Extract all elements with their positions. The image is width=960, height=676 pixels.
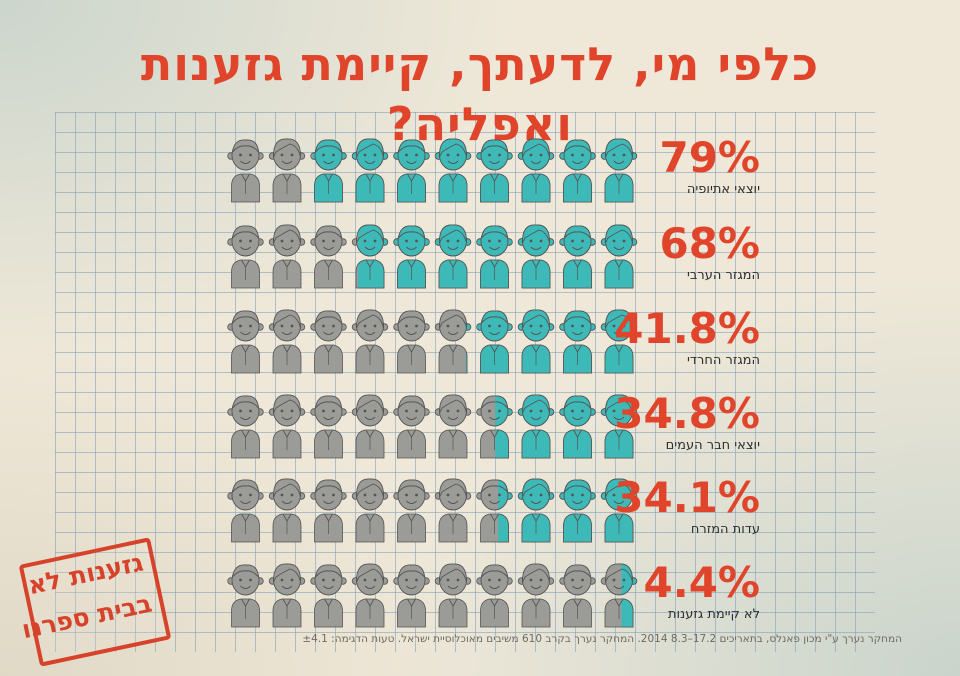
person-icon: [310, 310, 347, 374]
row-category-label: לא קיימת גזענות: [667, 607, 760, 622]
footnote: המחקר נערך ע"י מכון פאנלס, בתאריכים 17.2…: [302, 633, 902, 645]
person-icon: [268, 224, 306, 289]
person-icon: [351, 478, 389, 543]
row-category-label: יוצאי אתיופיה: [686, 182, 760, 197]
person-icon: [600, 478, 638, 543]
person-icon: [393, 564, 430, 628]
person-icon: [393, 225, 430, 289]
person-icon: [559, 395, 596, 459]
row-category-label: יוצאי חבר העמים: [665, 438, 760, 453]
pictograph-row: [227, 138, 638, 203]
person-icon: [393, 139, 430, 203]
person-icon: [434, 563, 472, 628]
person-icon: [227, 139, 264, 203]
row-value-label: 79%: [659, 133, 760, 182]
person-icon: [351, 224, 389, 289]
person-icon: [517, 224, 555, 289]
person-icon: [310, 479, 347, 543]
person-icon: [559, 564, 596, 628]
person-icon: [434, 138, 472, 203]
row-category-label: המגזר החרדי: [687, 353, 760, 368]
person-icon: [310, 225, 347, 289]
person-icon: [476, 225, 513, 289]
person-icon: [517, 394, 555, 459]
person-icon: [476, 479, 513, 543]
person-icon: [393, 310, 430, 374]
person-icon: [517, 309, 555, 374]
person-icon: [600, 224, 638, 289]
row-category-label: המגזר הערבי: [686, 268, 760, 283]
row-value-label: 34.8%: [614, 389, 760, 438]
person-icon: [393, 479, 430, 543]
person-icon: [559, 225, 596, 289]
person-icon: [600, 309, 638, 374]
person-icon: [351, 138, 389, 203]
person-icon: [434, 224, 472, 289]
person-icon: [268, 309, 306, 374]
person-icon: [227, 310, 264, 374]
row-category-label: עדות המזרח: [690, 522, 760, 537]
person-icon: [268, 563, 306, 628]
person-icon: [559, 139, 596, 203]
row-value-label: 41.8%: [614, 304, 760, 353]
person-icon: [351, 309, 389, 374]
person-icon: [476, 564, 513, 628]
person-icon: [600, 394, 638, 459]
row-value-label: 68%: [659, 219, 760, 268]
person-icon: [559, 310, 596, 374]
person-icon: [268, 478, 306, 543]
pictograph-row: [227, 394, 638, 459]
pictograph-row: [227, 309, 638, 374]
person-icon: [600, 138, 638, 203]
person-icon: [310, 139, 347, 203]
person-icon: [476, 310, 513, 374]
person-icon: [227, 564, 264, 628]
person-icon: [393, 395, 430, 459]
person-icon: [559, 479, 596, 543]
person-icon: [351, 394, 389, 459]
person-icon: [310, 395, 347, 459]
person-icon: [310, 564, 347, 628]
person-icon: [476, 395, 513, 459]
person-icon: [517, 478, 555, 543]
person-icon: [434, 309, 472, 374]
person-icon: [517, 138, 555, 203]
person-icon: [268, 394, 306, 459]
person-icon: [227, 225, 264, 289]
person-icon: [268, 138, 306, 203]
person-icon: [600, 563, 638, 628]
pictograph-row: [227, 563, 638, 628]
person-icon: [351, 563, 389, 628]
person-icon: [227, 395, 264, 459]
person-icon: [434, 478, 472, 543]
pictograph-row: [227, 478, 638, 543]
person-icon: [434, 394, 472, 459]
row-value-label: 34.1%: [614, 473, 760, 522]
row-value-label: 4.4%: [643, 558, 760, 607]
person-icon: [517, 563, 555, 628]
pictograph-row: [227, 224, 638, 289]
person-icon: [227, 479, 264, 543]
person-icon: [476, 139, 513, 203]
